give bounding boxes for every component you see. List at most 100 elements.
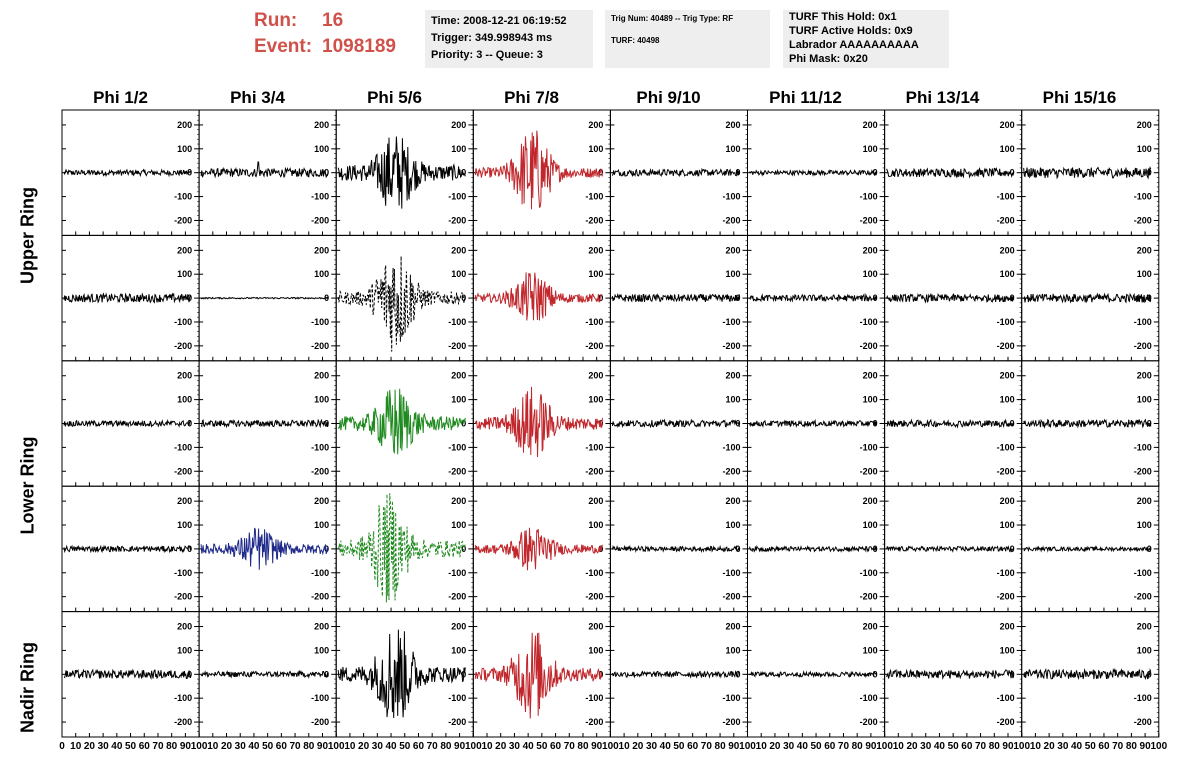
x-tick-label: 100 bbox=[191, 741, 208, 752]
x-tick-label: 60 bbox=[961, 741, 973, 752]
y-tick-label: -100 bbox=[311, 192, 329, 202]
y-tick-label: -200 bbox=[585, 717, 603, 727]
x-tick-label: 10 bbox=[619, 741, 631, 752]
x-tick-label: 70 bbox=[975, 741, 987, 752]
y-tick-label: 100 bbox=[863, 395, 878, 405]
y-tick-label: -200 bbox=[1134, 466, 1152, 476]
y-tick-label: -200 bbox=[722, 466, 740, 476]
y-tick-label: 100 bbox=[1000, 645, 1015, 655]
x-tick-label: 70 bbox=[427, 741, 439, 752]
turf-info-box: TURF This Hold: 0x1 TURF Active Holds: 0… bbox=[783, 10, 949, 68]
y-tick-label: 200 bbox=[588, 245, 603, 255]
y-tick-label: 0 bbox=[461, 419, 466, 429]
y-tick-label: -200 bbox=[722, 592, 740, 602]
y-tick-label: -100 bbox=[1134, 442, 1152, 452]
column-header: Phi 15/16 bbox=[1042, 88, 1117, 107]
y-tick-label: 100 bbox=[1137, 520, 1152, 530]
y-tick-label: -100 bbox=[997, 192, 1015, 202]
y-tick-label: -100 bbox=[174, 442, 192, 452]
y-tick-label: 100 bbox=[451, 645, 466, 655]
x-tick-label: 30 bbox=[509, 741, 521, 752]
y-tick-label: 100 bbox=[863, 520, 878, 530]
x-tick-label: 90 bbox=[1140, 741, 1152, 752]
y-tick-label: 100 bbox=[863, 269, 878, 279]
waveform-trace bbox=[1023, 418, 1152, 429]
waveform-trace bbox=[886, 544, 1015, 553]
waveform-trace bbox=[886, 668, 1015, 680]
y-tick-label: 200 bbox=[588, 496, 603, 506]
y-tick-label: -200 bbox=[174, 215, 192, 225]
waveform-trace bbox=[749, 670, 878, 679]
priority-line: Priority: 3 -- Queue: 3 bbox=[431, 49, 543, 61]
y-tick-label: -200 bbox=[585, 592, 603, 602]
waveform-trace bbox=[63, 418, 192, 428]
y-tick-label: 200 bbox=[1000, 120, 1015, 130]
x-tick-label: 10 bbox=[207, 741, 219, 752]
x-tick-label: 30 bbox=[646, 741, 658, 752]
y-tick-label: -200 bbox=[448, 466, 466, 476]
x-tick-label: 40 bbox=[934, 741, 946, 752]
x-tick-label: 100 bbox=[1013, 741, 1030, 752]
x-tick-label: 20 bbox=[906, 741, 918, 752]
y-tick-label: 100 bbox=[314, 269, 329, 279]
x-tick-label: 30 bbox=[372, 741, 384, 752]
x-tick-label: 40 bbox=[111, 741, 123, 752]
x-tick-label: 100 bbox=[1150, 741, 1167, 752]
y-tick-label: -200 bbox=[860, 592, 878, 602]
y-tick-label: -100 bbox=[174, 192, 192, 202]
y-tick-label: -200 bbox=[585, 341, 603, 351]
y-tick-label: -100 bbox=[1134, 192, 1152, 202]
y-tick-label: -200 bbox=[860, 466, 878, 476]
y-tick-label: 200 bbox=[1137, 622, 1152, 632]
y-tick-label: 200 bbox=[1000, 622, 1015, 632]
y-tick-label: -100 bbox=[1134, 693, 1152, 703]
time-info-box: Time: 2008-12-21 06:19:52 Trigger: 349.9… bbox=[425, 10, 593, 68]
waveform-trace bbox=[749, 544, 878, 553]
x-tick-label: 100 bbox=[739, 741, 756, 752]
y-tick-label: -200 bbox=[174, 341, 192, 351]
y-tick-label: -100 bbox=[1134, 317, 1152, 327]
y-tick-label: -100 bbox=[997, 317, 1015, 327]
y-tick-label: -100 bbox=[448, 192, 466, 202]
y-tick-label: 100 bbox=[863, 645, 878, 655]
x-tick-label: 50 bbox=[399, 741, 411, 752]
y-tick-label: -100 bbox=[311, 693, 329, 703]
column-header: Phi 5/6 bbox=[367, 88, 422, 107]
y-tick-label: -100 bbox=[174, 568, 192, 578]
x-tick-label: 20 bbox=[495, 741, 507, 752]
y-tick-label: 200 bbox=[1137, 371, 1152, 381]
y-tick-label: 0 bbox=[598, 168, 603, 178]
x-tick-label: 40 bbox=[797, 741, 809, 752]
y-tick-label: -100 bbox=[174, 317, 192, 327]
waveform-trace bbox=[200, 669, 329, 679]
x-tick-label: 10 bbox=[344, 741, 356, 752]
y-tick-label: 200 bbox=[1137, 120, 1152, 130]
y-tick-label: -200 bbox=[311, 341, 329, 351]
waveform-trace bbox=[63, 168, 192, 178]
y-tick-label: 200 bbox=[1000, 245, 1015, 255]
y-tick-label: 100 bbox=[177, 395, 192, 405]
y-tick-label: 100 bbox=[1000, 269, 1015, 279]
x-tick-label: 50 bbox=[810, 741, 822, 752]
y-tick-label: 100 bbox=[588, 269, 603, 279]
y-tick-label: -100 bbox=[585, 192, 603, 202]
x-tick-label: 90 bbox=[1002, 741, 1014, 752]
column-header: Phi 7/8 bbox=[504, 88, 559, 107]
y-tick-label: 100 bbox=[1137, 269, 1152, 279]
y-tick-label: 200 bbox=[1000, 371, 1015, 381]
y-tick-label: -100 bbox=[997, 568, 1015, 578]
y-tick-label: 200 bbox=[177, 622, 192, 632]
x-tick-label: 100 bbox=[876, 741, 893, 752]
x-tick-label: 20 bbox=[1044, 741, 1056, 752]
x-tick-label: 50 bbox=[1085, 741, 1097, 752]
waveform-trace bbox=[474, 386, 603, 458]
x-tick-label: 20 bbox=[221, 741, 233, 752]
waveform-trace bbox=[474, 527, 603, 571]
x-tick-label: 100 bbox=[602, 741, 619, 752]
y-tick-label: 100 bbox=[451, 520, 466, 530]
y-tick-label: -200 bbox=[997, 592, 1015, 602]
time-line: Time: 2008-12-21 06:19:52 bbox=[431, 15, 567, 27]
phi-mask-line: Phi Mask: 0x20 bbox=[789, 53, 868, 65]
x-tick-label: 80 bbox=[440, 741, 452, 752]
x-tick-label: 90 bbox=[180, 741, 192, 752]
